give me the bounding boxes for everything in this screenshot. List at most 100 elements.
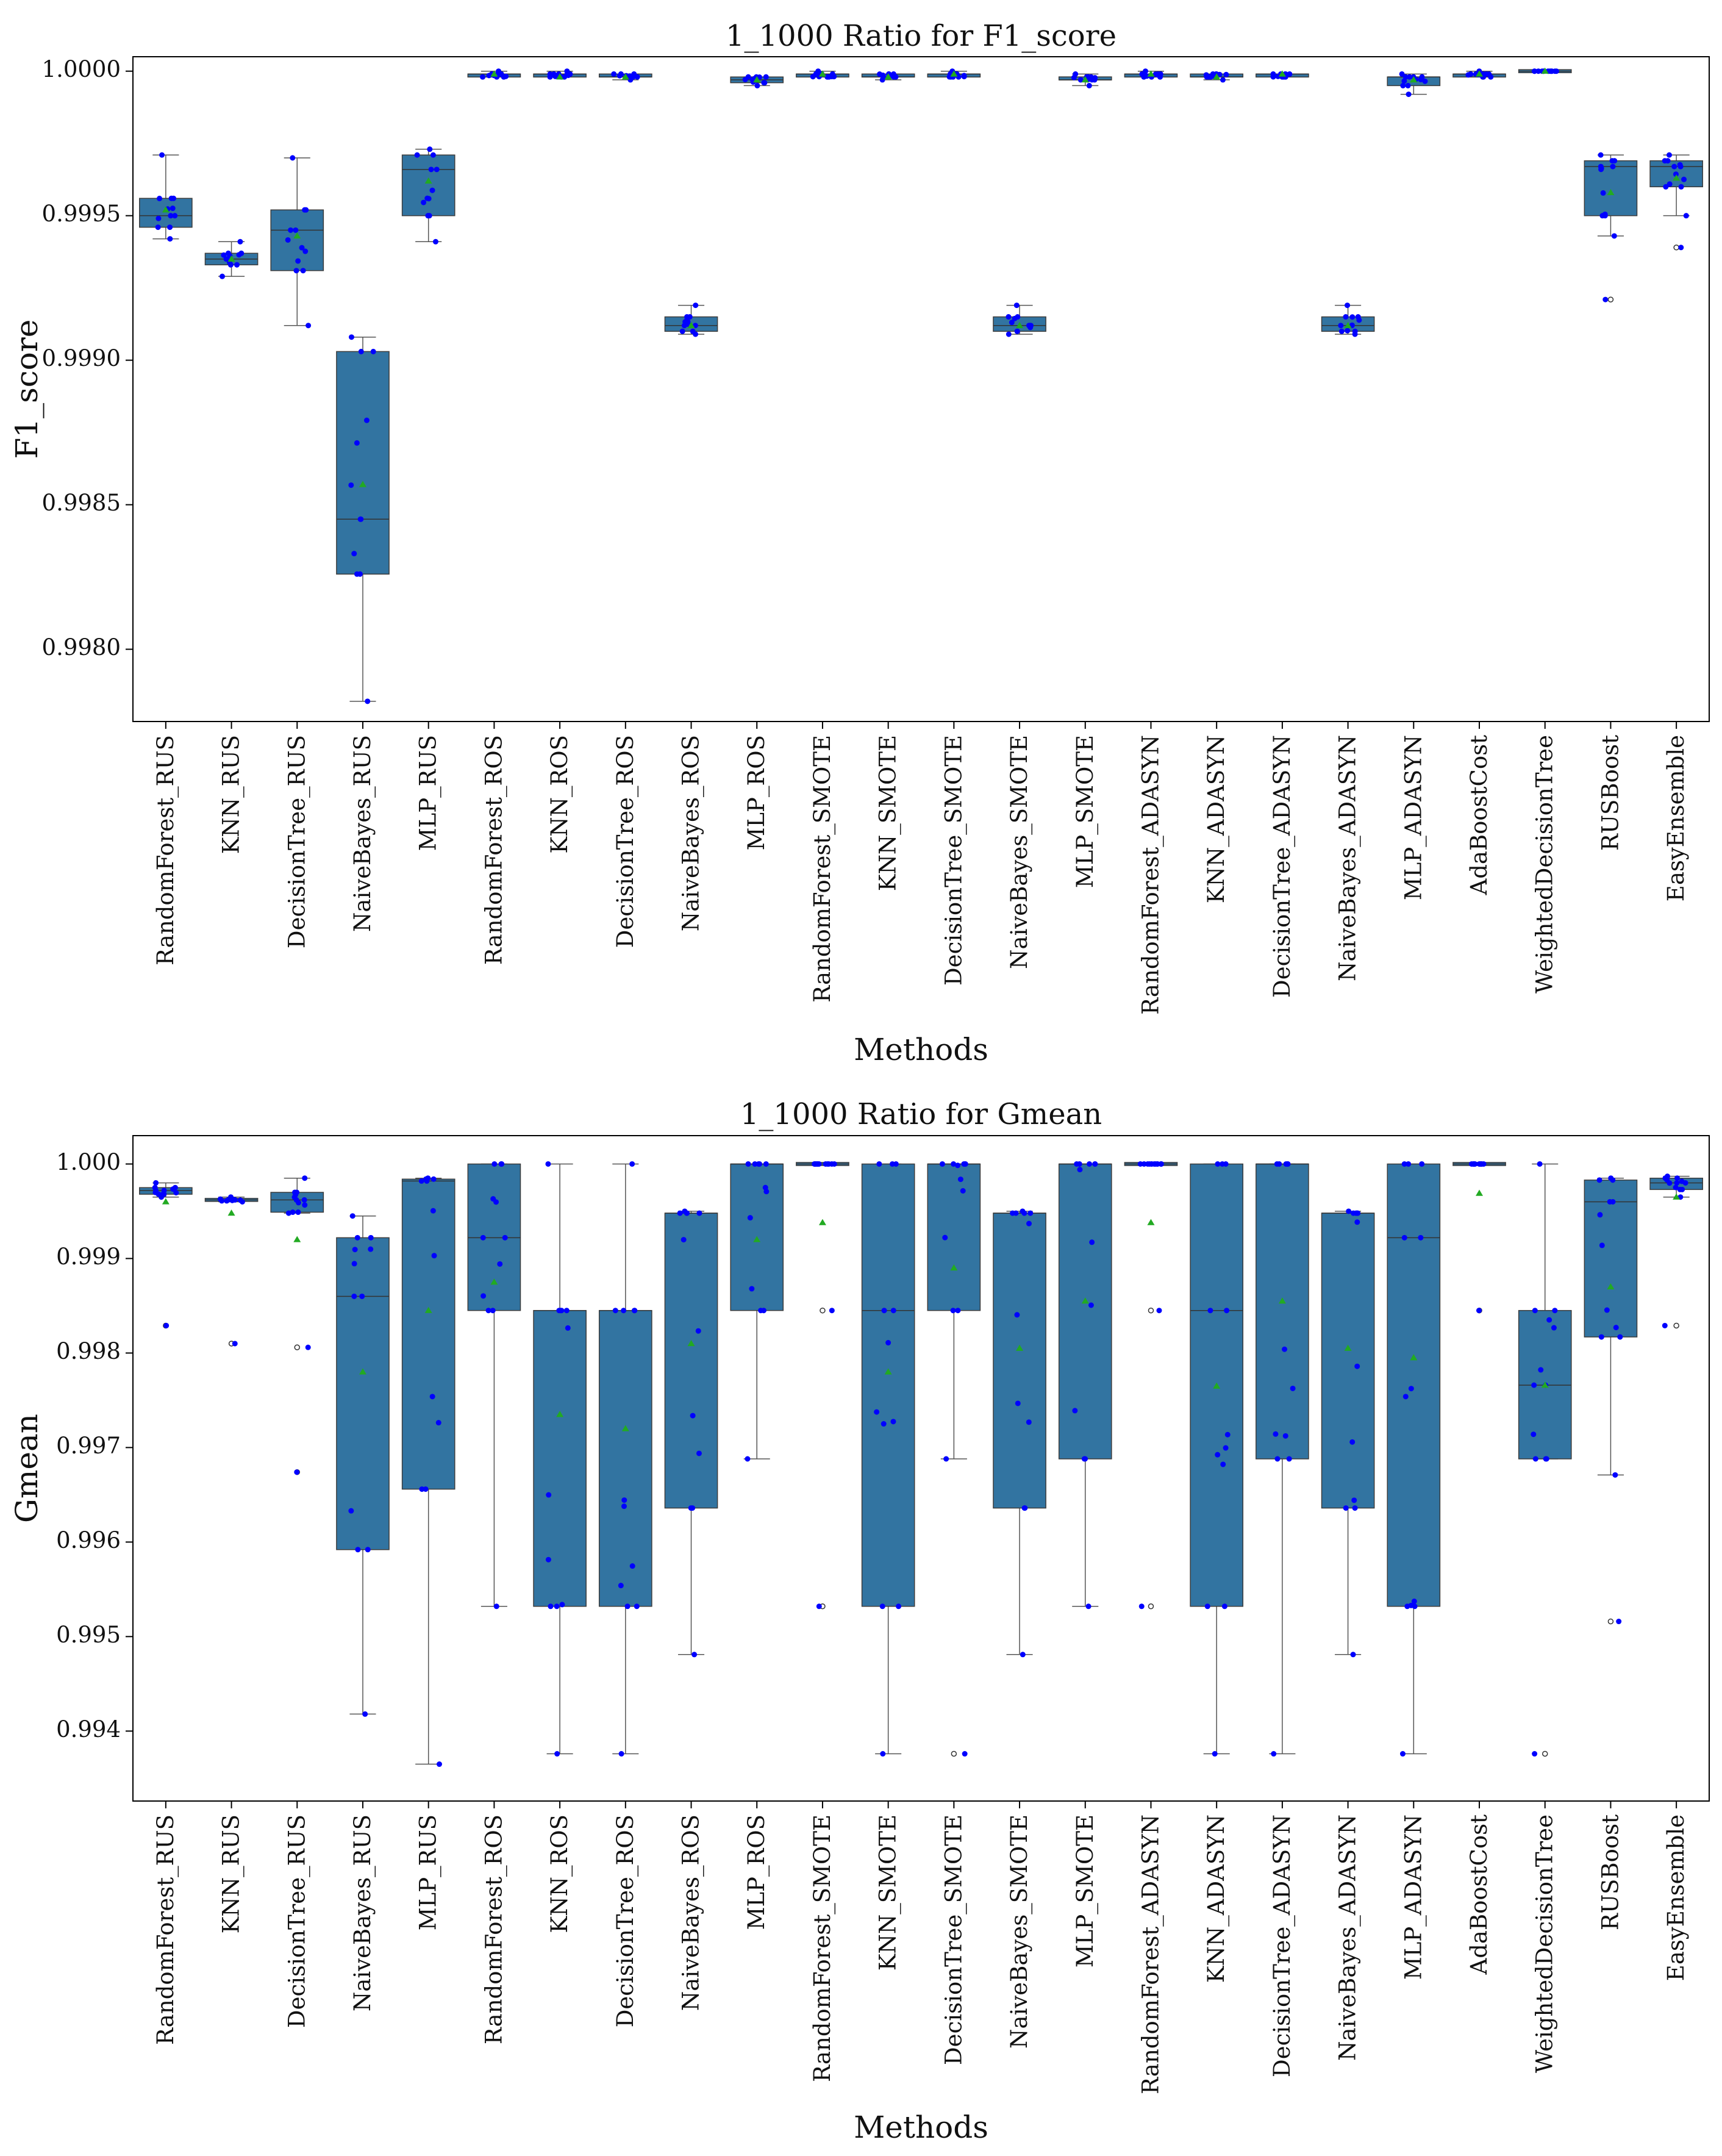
box-RandomForest_SMOTE (796, 1161, 849, 1610)
mean-marker (1213, 1382, 1221, 1389)
data-point (831, 1161, 837, 1167)
data-point (1137, 1161, 1143, 1167)
data-point (1552, 1308, 1558, 1314)
box-body (533, 1309, 587, 1607)
data-point (1597, 1212, 1603, 1218)
data-point (763, 1161, 769, 1167)
box-body (1584, 160, 1638, 217)
data-point (365, 698, 371, 704)
x-tick-label: DecisionTree_RUS (284, 1814, 310, 2028)
box-DecisionTree_RUS (270, 155, 324, 329)
x-tick-label: NaiveBayes_SMOTE (1006, 1814, 1033, 2049)
data-point (435, 1420, 441, 1426)
data-point (881, 1308, 887, 1314)
data-point (621, 1497, 627, 1503)
data-point (1076, 1161, 1082, 1167)
box-DecisionTree_ROS (598, 1161, 652, 1757)
data-point (300, 268, 306, 274)
data-point (1290, 1385, 1296, 1391)
data-point (1338, 323, 1344, 329)
mean-marker (1410, 76, 1418, 83)
data-point (1077, 77, 1084, 83)
box-DecisionTree_ADASYN (1256, 70, 1309, 80)
x-tick-label: NaiveBayes_RUS (349, 735, 376, 932)
box-body (664, 1212, 718, 1509)
data-point (1345, 328, 1351, 334)
data-point (943, 1456, 949, 1462)
data-point (1679, 1178, 1685, 1184)
data-point (498, 71, 504, 77)
y-axis-label: Gmean (9, 1414, 45, 1523)
box-EasyEnsemble (1649, 152, 1703, 251)
box-body (336, 1237, 390, 1550)
data-point (1156, 1308, 1162, 1314)
data-point (1027, 324, 1034, 331)
data-point (957, 1176, 963, 1183)
data-point (358, 348, 364, 354)
x-tick-label: NaiveBayes_ADASYN (1335, 1814, 1362, 2061)
data-point (1221, 1603, 1227, 1610)
outlier-point (1607, 1618, 1614, 1625)
data-point (237, 238, 243, 245)
data-point (348, 1508, 354, 1514)
box-NaiveBayes_RUS (336, 1213, 390, 1717)
data-point (370, 348, 376, 354)
data-point (749, 1286, 755, 1292)
y-tick-label: 0.9980 (42, 634, 121, 661)
data-point (232, 1341, 238, 1347)
x-tick-label: NaiveBayes_RUS (349, 1814, 376, 2011)
mean-marker (1081, 76, 1089, 83)
chart-title: 1_1000 Ratio for Gmean (740, 1097, 1102, 1131)
data-point (1402, 1394, 1409, 1400)
data-point (877, 71, 883, 77)
data-point (1022, 1505, 1028, 1511)
box-RUSBoost (1584, 152, 1638, 303)
x-tick-label: RandomForest_ADASYN (1137, 735, 1164, 1015)
data-point (1220, 77, 1226, 83)
data-point (1405, 82, 1411, 88)
data-point (747, 1215, 753, 1221)
data-point (1532, 1308, 1538, 1314)
data-point (696, 1450, 702, 1456)
data-point (890, 1419, 896, 1425)
box-KNN_RUS (204, 1194, 259, 1347)
data-point (742, 77, 748, 83)
box-body (1058, 1163, 1112, 1459)
data-point (1086, 82, 1092, 88)
data-point (1531, 1431, 1537, 1438)
x-tick-label: DecisionTree_SMOTE (940, 735, 967, 986)
mean-marker (1476, 70, 1484, 77)
box-body (336, 351, 390, 575)
data-point (503, 73, 509, 79)
y-tick-label: 0.996 (56, 1527, 121, 1553)
data-point (295, 1209, 301, 1216)
data-point (236, 252, 242, 258)
box-body (927, 1163, 981, 1311)
data-point (890, 73, 896, 79)
data-point (348, 334, 354, 340)
data-point (157, 195, 163, 201)
data-point (285, 1210, 291, 1216)
mean-marker (490, 70, 498, 77)
data-point (1349, 1439, 1356, 1445)
data-point (876, 1161, 882, 1167)
data-point (305, 1344, 311, 1350)
data-point (1546, 1317, 1552, 1323)
data-point (824, 74, 831, 80)
mean-marker (1607, 188, 1615, 195)
data-point (761, 80, 767, 86)
data-point (618, 1751, 624, 1757)
data-point (434, 167, 440, 173)
data-point (1399, 1751, 1406, 1757)
mean-marker (950, 1264, 958, 1271)
data-point (432, 238, 438, 245)
data-point (1224, 1308, 1230, 1314)
data-point (497, 1261, 503, 1267)
box-KNN_SMOTE (861, 71, 915, 83)
x-tick-label: RandomForest_RUS (152, 1814, 179, 2045)
data-point (554, 1751, 560, 1757)
data-point (879, 1603, 885, 1610)
data-point (493, 1199, 499, 1205)
data-point (302, 207, 308, 213)
data-point (1346, 1208, 1352, 1214)
